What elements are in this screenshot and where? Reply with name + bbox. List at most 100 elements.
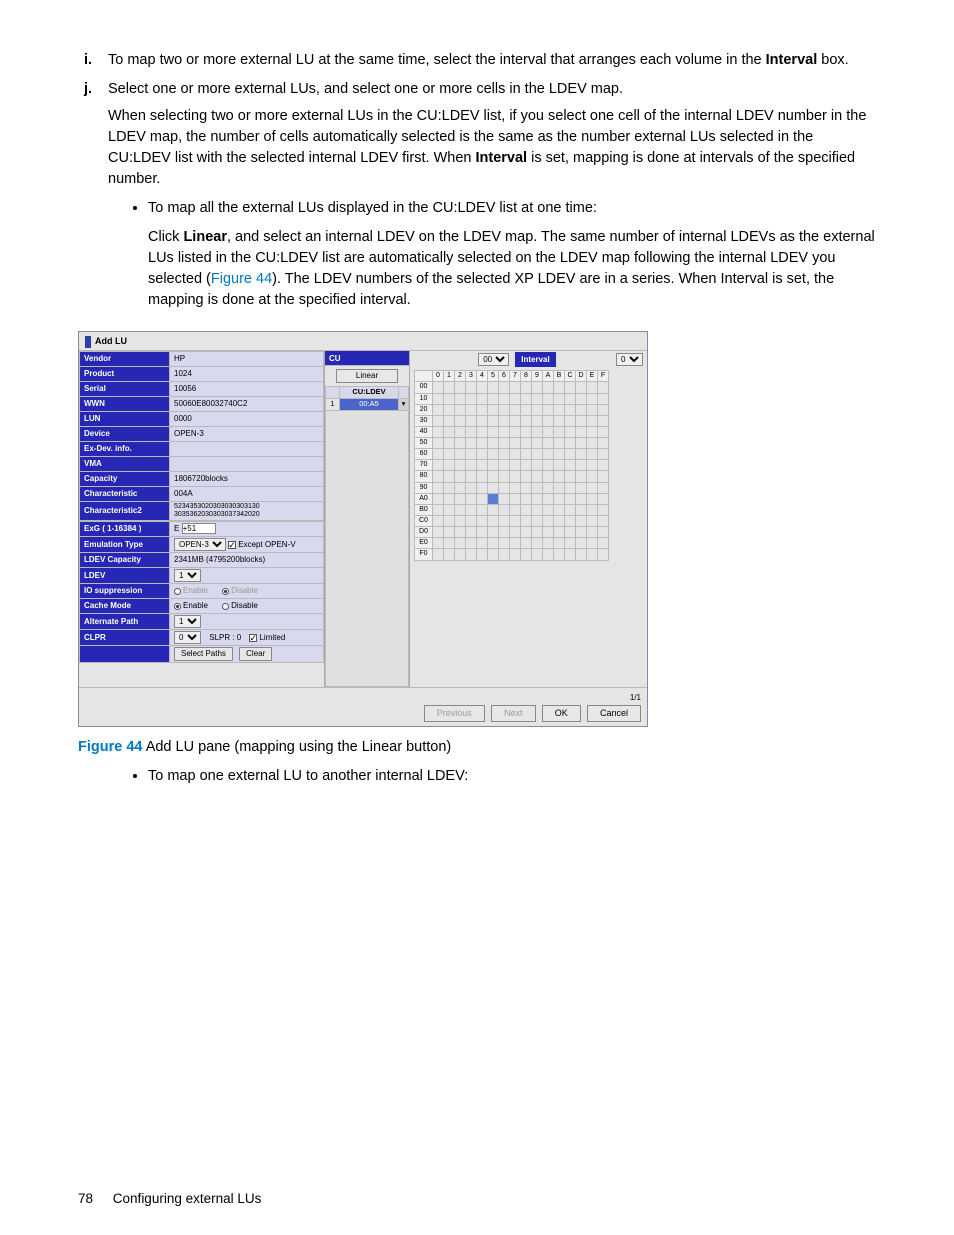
ldev-cell[interactable] [433, 527, 444, 538]
cancel-button[interactable]: Cancel [587, 705, 641, 722]
ldev-cell[interactable] [543, 426, 554, 437]
ldev-cell[interactable] [587, 382, 598, 393]
ldev-cell[interactable] [576, 493, 587, 504]
ok-button[interactable]: OK [542, 705, 581, 722]
ldev-cell[interactable] [565, 438, 576, 449]
ldev-cell[interactable] [532, 493, 543, 504]
ldev-cell[interactable] [543, 538, 554, 549]
ldev-cell[interactable] [598, 460, 609, 471]
ldev-cell[interactable] [466, 504, 477, 515]
ldev-cell[interactable] [477, 516, 488, 527]
ldev-cell[interactable] [521, 493, 532, 504]
ldev-cell[interactable] [466, 538, 477, 549]
ldev-cell[interactable] [477, 382, 488, 393]
ldev-cell[interactable] [510, 482, 521, 493]
ldev-cell[interactable] [587, 460, 598, 471]
ldev-cell[interactable] [554, 438, 565, 449]
ldev-cell[interactable] [565, 538, 576, 549]
ldev-cell[interactable] [455, 449, 466, 460]
ldev-cell[interactable] [576, 438, 587, 449]
ldev-cell[interactable] [565, 527, 576, 538]
ldev-cell[interactable] [499, 393, 510, 404]
ldev-cell[interactable] [587, 426, 598, 437]
ldev-cell[interactable] [598, 438, 609, 449]
ldev-cell[interactable] [510, 493, 521, 504]
ldev-cell[interactable] [499, 426, 510, 437]
ldev-cell[interactable] [521, 538, 532, 549]
ldev-cell[interactable] [532, 449, 543, 460]
ldev-cell[interactable] [587, 527, 598, 538]
ldev-cell[interactable] [554, 549, 565, 560]
ldev-cell[interactable] [444, 438, 455, 449]
ldev-cell[interactable] [543, 482, 554, 493]
ldev-cell[interactable] [532, 504, 543, 515]
ldev-cell[interactable] [477, 493, 488, 504]
ldev-cell[interactable] [532, 404, 543, 415]
culdev-row[interactable]: 00:A5 [340, 398, 399, 410]
ldev-cell[interactable] [466, 493, 477, 504]
ldev-cell[interactable] [598, 382, 609, 393]
ldev-cell[interactable] [554, 449, 565, 460]
ldev-cell[interactable] [433, 426, 444, 437]
ldev-cell[interactable] [554, 393, 565, 404]
ldev-cell[interactable] [510, 549, 521, 560]
ldev-cell[interactable] [488, 415, 499, 426]
ldev-cell[interactable] [510, 426, 521, 437]
emulation-select[interactable]: OPEN-3 [174, 538, 226, 551]
ldev-cell[interactable] [554, 382, 565, 393]
ldev-cell[interactable] [455, 471, 466, 482]
ldev-cell[interactable] [444, 460, 455, 471]
ldev-cell[interactable] [521, 504, 532, 515]
ldev-cell[interactable] [565, 393, 576, 404]
ldev-cell[interactable] [488, 393, 499, 404]
ldev-cell[interactable] [466, 549, 477, 560]
ldev-select[interactable]: 1 [174, 569, 201, 582]
ldev-cell[interactable] [532, 415, 543, 426]
ldev-cell[interactable] [455, 438, 466, 449]
ldev-cell[interactable] [598, 415, 609, 426]
ldev-cell[interactable] [576, 504, 587, 515]
ldev-cell[interactable] [488, 426, 499, 437]
ldev-cell[interactable] [532, 393, 543, 404]
ldev-cell[interactable] [576, 516, 587, 527]
ldev-cell[interactable] [554, 482, 565, 493]
ldev-cell[interactable] [455, 482, 466, 493]
ldev-cell[interactable] [576, 415, 587, 426]
ldev-cell[interactable] [587, 516, 598, 527]
clpr-select[interactable]: 0 [174, 631, 201, 644]
ldev-cell[interactable] [433, 549, 444, 560]
ldev-cell[interactable] [587, 415, 598, 426]
ldev-cell[interactable] [565, 482, 576, 493]
ldev-cell[interactable] [576, 426, 587, 437]
ldev-cell[interactable] [466, 438, 477, 449]
ldev-cell[interactable] [433, 538, 444, 549]
ldev-cell[interactable] [521, 549, 532, 560]
ldev-cell[interactable] [598, 449, 609, 460]
ldev-cell[interactable] [576, 393, 587, 404]
ldev-cell[interactable] [554, 516, 565, 527]
ldev-cell[interactable] [433, 471, 444, 482]
ldev-cell[interactable] [576, 404, 587, 415]
ldev-cell[interactable] [576, 382, 587, 393]
ldev-cell[interactable] [499, 415, 510, 426]
ldev-cell[interactable] [477, 504, 488, 515]
ldev-cell[interactable] [521, 415, 532, 426]
ldev-cell[interactable] [521, 516, 532, 527]
alt-select[interactable]: 1 [174, 615, 201, 628]
ldev-cell[interactable] [455, 504, 466, 515]
ldev-cell[interactable] [455, 493, 466, 504]
ldev-cell[interactable] [477, 471, 488, 482]
cache-disable-radio[interactable]: Disable [222, 600, 258, 612]
ldev-cell[interactable] [543, 382, 554, 393]
ldev-cell[interactable] [543, 527, 554, 538]
ldev-cell[interactable] [444, 426, 455, 437]
ldev-cell[interactable] [444, 516, 455, 527]
ldev-cell[interactable] [499, 493, 510, 504]
ldev-cell[interactable] [499, 471, 510, 482]
ldev-cell[interactable] [554, 504, 565, 515]
ldev-cell[interactable] [543, 393, 554, 404]
ldev-cell[interactable] [510, 504, 521, 515]
ldev-cell[interactable] [565, 382, 576, 393]
ldev-cell[interactable] [576, 449, 587, 460]
ldev-cell[interactable] [488, 449, 499, 460]
